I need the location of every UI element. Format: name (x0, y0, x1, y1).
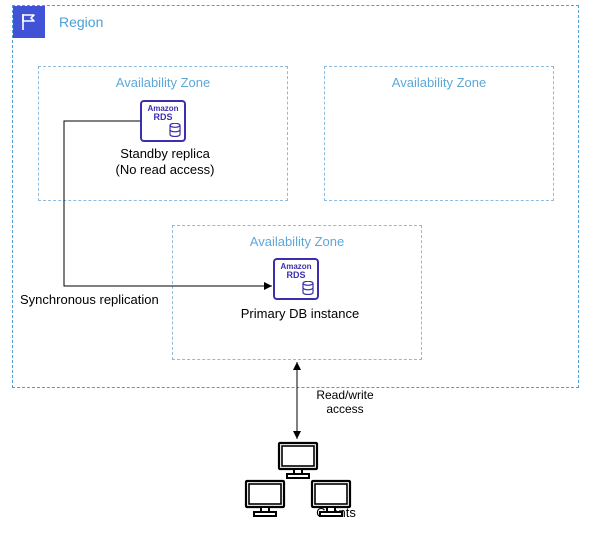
rw-line2: access (326, 402, 363, 416)
standby-caption-line2: (No read access) (116, 162, 215, 177)
standby-caption-line1: Standby replica (120, 146, 210, 161)
sync-replication-label: Synchronous replication (20, 292, 180, 308)
database-icon (302, 281, 314, 295)
region-flag-icon (13, 6, 45, 38)
rds-primary-icon: Amazon RDS (273, 258, 319, 300)
az-label: Availability Zone (325, 75, 553, 90)
client-monitor-icon (276, 440, 320, 480)
region-label: Region (59, 14, 103, 30)
az-empty: Availability Zone (324, 66, 554, 201)
client-monitor-icon (309, 478, 353, 518)
primary-caption: Primary DB instance (225, 306, 375, 322)
database-icon (169, 123, 181, 137)
rds-name: RDS (286, 271, 305, 281)
standby-caption: Standby replica (No read access) (100, 146, 230, 179)
rds-name: RDS (153, 113, 172, 123)
readwrite-label: Read/write access (305, 388, 385, 417)
client-monitor-icon (243, 478, 287, 518)
az-label: Availability Zone (39, 75, 287, 90)
rds-standby-icon: Amazon RDS (140, 100, 186, 142)
az-label: Availability Zone (173, 234, 421, 249)
rw-line1: Read/write (316, 388, 373, 402)
